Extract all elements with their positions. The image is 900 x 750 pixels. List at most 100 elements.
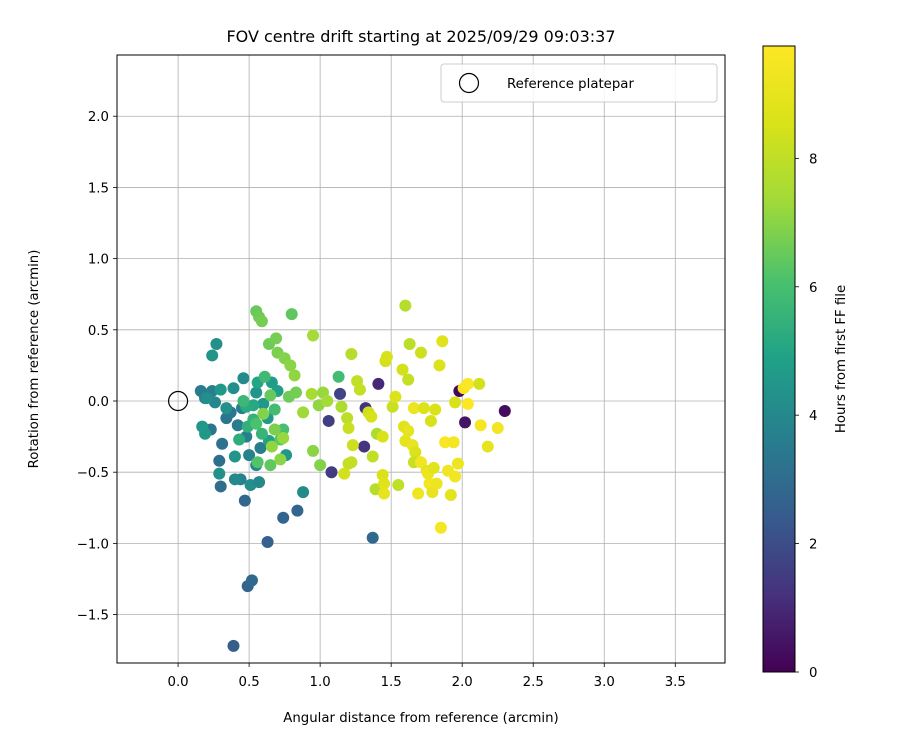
data-point: [264, 459, 277, 472]
data-point: [424, 414, 437, 427]
data-point: [270, 332, 283, 345]
x-tick-label: 3.5: [665, 675, 686, 690]
y-tick-label: −1.0: [77, 537, 109, 552]
chart-title: FOV centre drift starting at 2025/09/29 …: [226, 27, 615, 46]
data-point: [253, 476, 266, 489]
data-point: [415, 456, 427, 469]
x-axis-ticks: 0.0 0.5 1.0 1.5 2.0 2.5 3.0 3.5: [168, 663, 686, 690]
data-point: [214, 383, 227, 396]
data-point: [210, 338, 223, 351]
legend: Reference platepar: [440, 63, 718, 103]
data-point: [289, 386, 302, 399]
data-point: [358, 440, 371, 453]
data-point: [430, 477, 443, 490]
data-point: [284, 359, 297, 372]
data-point: [254, 441, 267, 454]
data-point: [245, 574, 258, 587]
data-point: [491, 422, 504, 435]
y-tick-label: 0.0: [88, 395, 109, 410]
data-point: [199, 427, 212, 440]
data-point: [434, 521, 447, 534]
data-point: [345, 456, 358, 469]
data-point: [449, 470, 462, 483]
x-tick-label: 2.0: [452, 675, 473, 690]
x-tick-label: 1.0: [310, 675, 331, 690]
legend-entry-reference-platepar: Reference platepar: [507, 77, 634, 92]
colorbar-ticks: 0 2 4 6 8: [795, 152, 817, 681]
data-point: [474, 419, 487, 432]
data-point: [277, 432, 290, 445]
colorbar-tick-label: 0: [809, 666, 817, 681]
data-point: [498, 404, 511, 417]
reference-platepar-marker: [167, 390, 189, 412]
data-point: [366, 531, 379, 544]
data-point: [288, 369, 301, 382]
data-point: [378, 487, 391, 500]
data-point: [250, 417, 263, 430]
data-point: [409, 446, 422, 459]
data-point: [250, 386, 263, 399]
data-point: [436, 335, 449, 348]
data-point: [386, 400, 399, 413]
data-point: [427, 461, 440, 474]
y-tick-label: 1.5: [88, 181, 109, 196]
data-point: [237, 395, 250, 408]
x-tick-label: 1.5: [381, 675, 402, 690]
data-point: [392, 479, 405, 492]
x-tick-label: 0.0: [168, 675, 189, 690]
colorbar-tick-label: 4: [809, 409, 817, 424]
data-point: [461, 377, 474, 390]
data-point: [335, 400, 348, 413]
data-point: [314, 459, 327, 472]
data-point: [268, 403, 281, 416]
data-point: [261, 535, 274, 548]
data-point: [399, 299, 412, 312]
data-point: [237, 372, 250, 385]
data-point: [321, 395, 334, 408]
data-point: [338, 467, 351, 480]
data-point: [451, 457, 464, 470]
data-point: [346, 439, 359, 452]
x-axis-label: Angular distance from reference (arcmin): [283, 711, 558, 726]
data-point: [389, 390, 402, 403]
data-point: [285, 308, 298, 321]
data-point: [257, 397, 270, 410]
data-point: [233, 433, 246, 446]
data-point: [206, 349, 219, 362]
y-axis-label: Rotation from reference (arcmin): [27, 250, 42, 469]
data-point: [345, 348, 358, 361]
data-point: [228, 473, 241, 486]
data-point: [307, 329, 320, 342]
x-tick-label: 3.0: [594, 675, 615, 690]
data-point: [264, 389, 277, 402]
data-point: [255, 315, 268, 328]
y-tick-label: 1.0: [88, 253, 109, 268]
data-point: [372, 377, 385, 390]
data-point: [238, 494, 251, 507]
data-point: [415, 346, 427, 359]
data-point: [396, 363, 409, 376]
data-point: [473, 377, 486, 390]
data-point: [402, 424, 415, 437]
data-point: [231, 419, 244, 432]
data-point: [459, 416, 472, 429]
data-point: [449, 396, 462, 409]
data-point: [380, 350, 393, 363]
data-point: [366, 450, 379, 463]
colorbar-label: Hours from first FF file: [834, 285, 849, 433]
data-point: [481, 440, 494, 453]
colorbar-tick-label: 8: [809, 152, 817, 167]
data-point: [200, 392, 213, 405]
data-point: [403, 338, 416, 351]
data-point: [277, 511, 290, 524]
data-point: [214, 480, 227, 493]
data-point: [297, 406, 310, 419]
data-point: [227, 382, 240, 395]
colorbar-tick-label: 2: [809, 538, 817, 553]
data-point: [332, 370, 345, 383]
colorbar: 0 2 4 6 8 Hours from first FF file: [762, 45, 849, 681]
data-point: [220, 402, 233, 415]
data-point: [461, 397, 474, 410]
data-point: [417, 402, 430, 415]
